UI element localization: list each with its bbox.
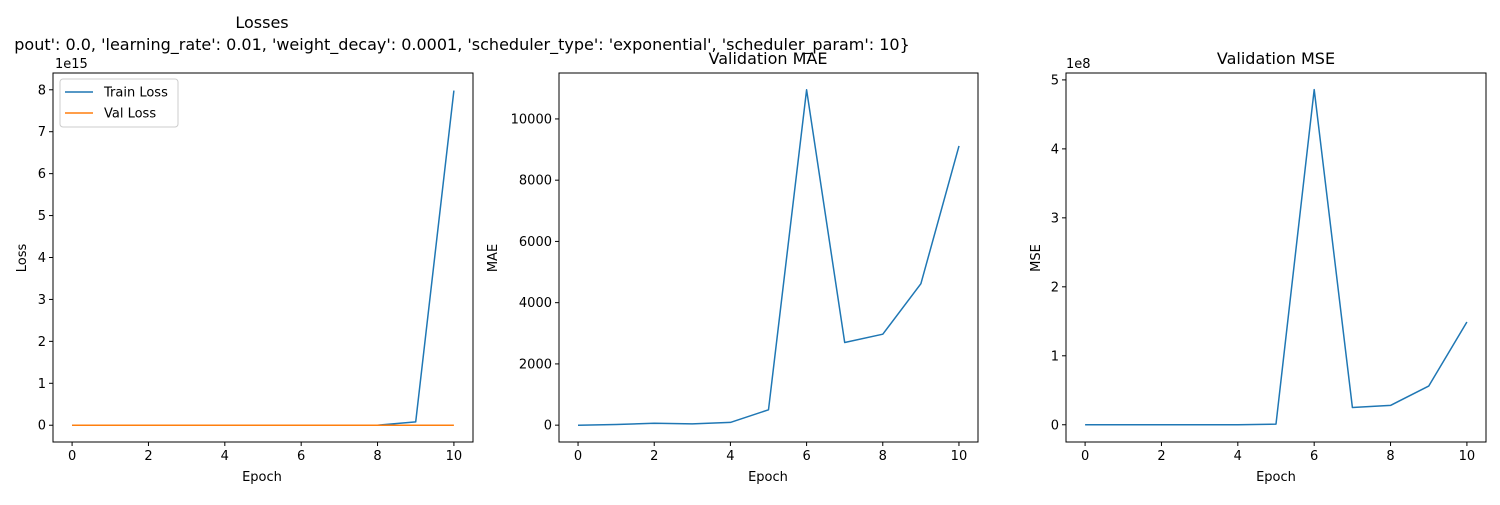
y-tick-label: 0 (544, 419, 552, 434)
x-tick-label: 6 (297, 449, 305, 464)
x-tick-label: 0 (1081, 449, 1089, 464)
suptitle-line1: Losses (235, 13, 288, 32)
y-tick-label: 8 (38, 83, 46, 98)
x-tick-label: 2 (1157, 449, 1165, 464)
series-line-main (1085, 88, 1468, 426)
x-tick-label: 4 (221, 449, 229, 464)
y-tick-label: 2 (1051, 280, 1059, 295)
x-tick-label: 6 (1310, 449, 1318, 464)
y-tick-label: 3 (1051, 211, 1059, 226)
plot-title: Validation MAE (709, 49, 828, 68)
series-line-main (577, 89, 960, 426)
y-tick-label: 4000 (519, 296, 552, 311)
series-line-train-loss (72, 90, 455, 426)
x-tick-label: 4 (726, 449, 734, 464)
y-tick-label: 5 (1051, 73, 1059, 88)
x-tick-label: 10 (1459, 449, 1476, 464)
legend-box (59, 78, 179, 128)
subplot-validation-mse: Validation MSE 1e8 MSE Epoch 0 2 4 6 8 10 0 1 2 3… (1029, 49, 1487, 485)
y-tick-label: 0 (38, 419, 46, 434)
x-tick-label: 0 (68, 449, 76, 464)
y-tick-label: 2 (38, 335, 46, 350)
y-tick-label: 6 (38, 167, 46, 182)
y-multiplier-label: 1e15 (55, 57, 88, 72)
plot-title: Validation MSE (1217, 49, 1335, 68)
subplot-losses: 1e15 Loss Epoch 0 2 4 6 8 10 0 1 2 3 4 5 6 7 8 Train Lo… (15, 57, 474, 485)
y-tick-label: 7 (38, 125, 46, 140)
y-tick-label: 0 (1051, 418, 1059, 433)
y-tick-label: 1 (1051, 349, 1059, 364)
x-tick-label: 2 (650, 449, 658, 464)
y-tick-label: 2000 (519, 357, 552, 372)
y-axis-label: MSE (1029, 244, 1044, 272)
x-tick-label: 0 (574, 449, 582, 464)
y-tick-label: 4 (38, 251, 46, 266)
x-tick-label: 6 (802, 449, 810, 464)
y-tick-label: 4 (1051, 142, 1059, 157)
x-tick-label: 8 (879, 449, 887, 464)
x-tick-label: 8 (373, 449, 381, 464)
legend-entry: Val Loss (104, 107, 156, 122)
plot-frame (558, 72, 979, 443)
y-tick-label: 10000 (511, 112, 552, 127)
x-tick-label: 8 (1386, 449, 1394, 464)
y-axis-label: MAE (486, 244, 501, 272)
x-axis-label: Epoch (748, 470, 788, 485)
plot-frame (1065, 72, 1487, 443)
x-tick-label: 4 (1234, 449, 1242, 464)
y-tick-label: 3 (38, 293, 46, 308)
x-axis-label: Epoch (1256, 470, 1296, 485)
x-axis-label: Epoch (242, 470, 282, 485)
y-tick-label: 6000 (519, 235, 552, 250)
y-tick-label: 1 (38, 377, 46, 392)
y-axis-label: Loss (15, 244, 30, 273)
x-tick-label: 10 (951, 449, 968, 464)
y-multiplier-label: 1e8 (1066, 57, 1091, 72)
x-tick-label: 2 (144, 449, 152, 464)
y-tick-label: 5 (38, 209, 46, 224)
x-tick-label: 10 (446, 449, 463, 464)
suptitle-line2: pout': 0.0, 'learning_rate': 0.01, 'weig… (14, 35, 910, 55)
subplot-validation-mae: Validation MAE MAE Epoch 0 2 4 6 8 10 0 2000 400… (486, 49, 979, 485)
plot-frame (52, 72, 474, 443)
legend: Train Loss Val Loss (59, 78, 179, 128)
y-tick-label: 8000 (519, 174, 552, 189)
legend-entry: Train Loss (103, 86, 168, 101)
